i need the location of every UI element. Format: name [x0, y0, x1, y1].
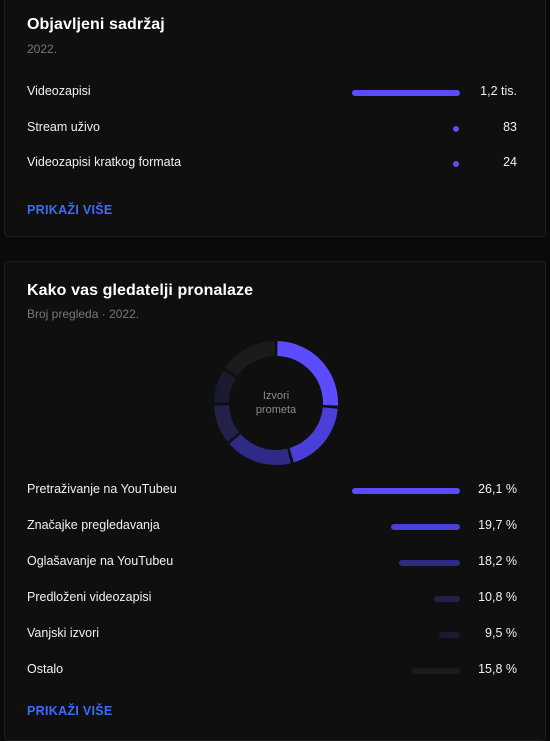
donut-slice [289, 407, 338, 463]
traffic-source-row: Predloženi videozapisi 10,8 % [27, 588, 517, 608]
row-value: 19,7 % [478, 518, 517, 532]
traffic-sources-donut-chart: Izvori prometa [212, 339, 340, 467]
row-value: 83 [503, 120, 517, 134]
content-row-live: Stream uživo 83 [27, 118, 517, 138]
row-label: Oglašavanje na YouTubeu [27, 554, 174, 568]
row-label: Ostalo [27, 662, 64, 676]
donut-slice [277, 341, 338, 406]
row-value: 26,1 % [478, 482, 517, 496]
row-label: Predloženi videozapisi [27, 590, 152, 604]
traffic-source-bar [412, 668, 460, 674]
row-value: 24 [503, 155, 517, 169]
donut-slice [229, 433, 291, 465]
row-label: Pretraživanje na YouTubeu [27, 482, 177, 496]
live-dot [453, 126, 459, 132]
traffic-source-bar [352, 488, 460, 494]
card-title: Kako vas gledatelji pronalaze [27, 282, 254, 299]
videos-bar [352, 90, 460, 96]
traffic-source-row: Vanjski izvori 9,5 % [27, 624, 517, 644]
traffic-source-row: Oglašavanje na YouTubeu 18,2 % [27, 552, 517, 572]
card-subtitle: Broj pregleda · 2022. [27, 307, 140, 321]
row-value: 15,8 % [478, 662, 517, 676]
traffic-source-bar [399, 560, 460, 566]
traffic-source-row: Pretraživanje na YouTubeu 26,1 % [27, 480, 517, 500]
traffic-source-bar [391, 524, 460, 530]
row-label: Videozapisi [27, 84, 91, 98]
row-label: Videozapisi kratkog formata [27, 155, 182, 169]
row-label: Vanjski izvori [27, 626, 100, 640]
card-subtitle: 2022. [27, 42, 58, 56]
show-more-button[interactable]: PRIKAŽI VIŠE [27, 704, 113, 718]
traffic-source-row: Ostalo 15,8 % [27, 660, 517, 680]
row-label: Stream uživo [27, 120, 100, 134]
traffic-source-bar [434, 596, 460, 602]
card-title: Objavljeni sadržaj [27, 16, 165, 33]
published-content-card: Objavljeni sadržaj 2022. Videozapisi 1,2… [4, 0, 546, 237]
content-row-shorts: Videozapisi kratkog formata 24 [27, 153, 517, 173]
traffic-source-row: Značajke pregledavanja 19,7 % [27, 516, 517, 536]
row-value: 10,8 % [478, 590, 517, 604]
donut-slice [214, 370, 237, 403]
donut-svg [214, 341, 338, 465]
shorts-dot [453, 161, 459, 167]
row-value: 9,5 % [485, 626, 517, 640]
content-row-videos: Videozapisi 1,2 tis. [27, 82, 517, 102]
row-value: 1,2 tis. [480, 84, 517, 98]
donut-slice [224, 341, 275, 377]
show-more-button[interactable]: PRIKAŽI VIŠE [27, 203, 113, 217]
donut-slice [214, 404, 240, 442]
row-value: 18,2 % [478, 554, 517, 568]
traffic-sources-card: Kako vas gledatelji pronalaze Broj pregl… [4, 261, 546, 741]
traffic-source-bar [439, 632, 460, 638]
row-label: Značajke pregledavanja [27, 518, 160, 532]
